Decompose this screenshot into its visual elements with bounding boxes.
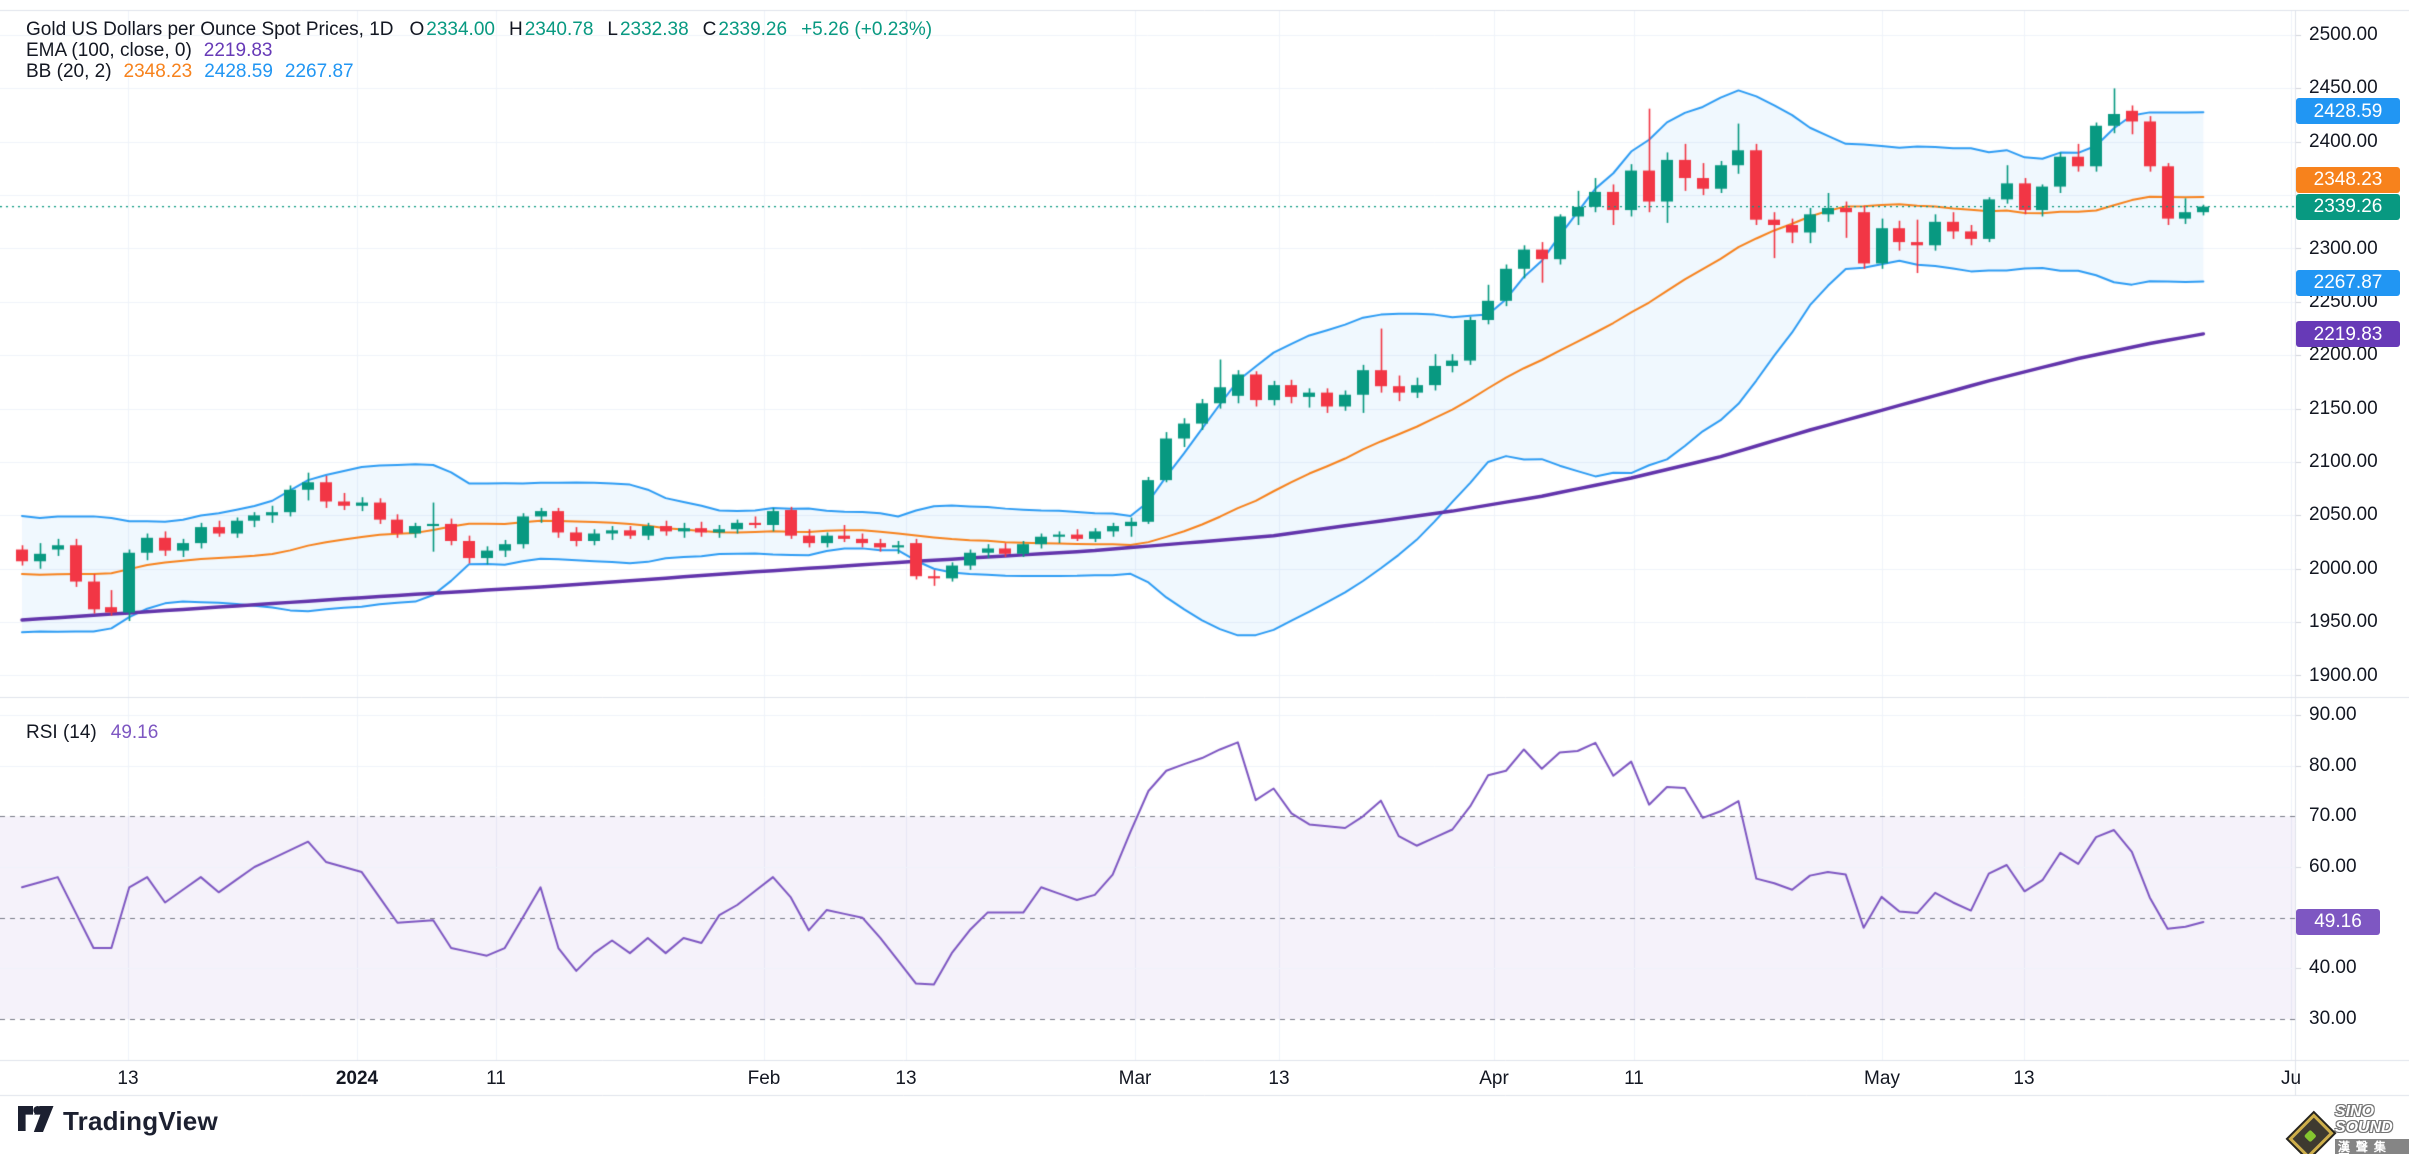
price-axis-label: 2150.00	[2309, 397, 2378, 419]
tradingview-logo[interactable]: TradingView	[18, 1106, 218, 1137]
time-axis-label: 13	[1268, 1068, 1290, 1089]
rsi-badge: 49.16	[2296, 908, 2380, 935]
price-axis-label: 2450.00	[2309, 77, 2378, 99]
ohlc-high: H 2340.78	[508, 18, 594, 40]
ohlc-open: O 2334.00	[409, 18, 495, 40]
ema-badge: 2219.83	[2296, 321, 2400, 348]
tradingview-icon	[18, 1106, 54, 1137]
price-axis-label: 1900.00	[2309, 664, 2378, 686]
bb-lower-badge: 2267.87	[2296, 269, 2400, 296]
price-axis-label: 2100.00	[2309, 451, 2378, 472]
sino-name: SINO SOUND	[2334, 1103, 2393, 1136]
price-axis-label: 2300.00	[2309, 237, 2378, 259]
sino-cn-name: 漢聲集團	[2334, 1139, 2409, 1154]
time-axis-label: May	[1864, 1068, 1900, 1089]
ema-legend-row[interactable]: EMA (100, close, 0) 2219.83	[26, 40, 932, 61]
rsi-axis-label: 60.00	[2309, 856, 2357, 877]
rsi-legend-row[interactable]: RSI (14) 49.16	[26, 722, 158, 743]
bb-upper-badge: 2428.59	[2296, 98, 2400, 125]
ema-value: 2219.83	[203, 39, 273, 61]
rsi-axis-label: 70.00	[2309, 805, 2357, 827]
time-axis-label: 13	[2013, 1068, 2035, 1089]
bb-basis-value: 2348.23	[123, 60, 193, 82]
rsi-legend: RSI (14) 49.16	[26, 722, 158, 743]
price-axis-label: 2250.00	[2309, 290, 2378, 312]
time-axis-label: 2024	[335, 1068, 379, 1089]
bb-upper-value: 2428.59	[204, 60, 273, 82]
ohlc-close: C 2339.26	[702, 18, 788, 40]
rsi-value: 49.16	[110, 721, 159, 743]
time-axis-label: 11	[1624, 1068, 1644, 1089]
ohlc-low: L 2332.38	[607, 18, 689, 40]
price-axis-label: 1950.00	[2309, 611, 2378, 633]
bb-lower-value: 2267.87	[284, 60, 354, 82]
time-axis-label: Mar	[1118, 1068, 1152, 1089]
sino-sound-watermark: SINO SOUND 漢聲集團	[2288, 1103, 2409, 1154]
price-axis-label: 2400.00	[2309, 130, 2378, 152]
main-legend: Gold US Dollars per Ounce Spot Prices, 1…	[26, 19, 932, 82]
price-axis-label: 2000.00	[2309, 557, 2378, 579]
ema-label: EMA (100, close, 0)	[26, 39, 192, 61]
time-axis-label: 11	[486, 1068, 506, 1089]
tradingview-wordmark: TradingView	[63, 1106, 218, 1136]
price-axis-label: 2200.00	[2309, 344, 2378, 366]
price-axis-label: 2050.00	[2309, 504, 2378, 526]
time-axis-label: Ju	[2280, 1068, 2302, 1089]
pane-separator[interactable]	[0, 695, 2409, 700]
time-axis-label: Apr	[1479, 1068, 1509, 1089]
last-price-badge: 2339.26	[2296, 193, 2400, 220]
time-axis-label: 13	[117, 1068, 139, 1089]
bb-basis-badge: 2348.23	[2296, 166, 2400, 193]
bb-label: BB (20, 2)	[26, 60, 112, 82]
rsi-axis-label: 80.00	[2309, 754, 2357, 776]
price-axis-label: 2500.00	[2309, 24, 2378, 45]
rsi-axis-label: 40.00	[2309, 957, 2357, 979]
symbol-title: Gold US Dollars per Ounce Spot Prices, 1…	[26, 18, 394, 40]
symbol-legend-row[interactable]: Gold US Dollars per Ounce Spot Prices, 1…	[26, 19, 932, 40]
time-axis-label: Feb	[747, 1068, 781, 1089]
bb-legend-row[interactable]: BB (20, 2) 2348.23 2428.59 2267.87	[26, 61, 932, 82]
rsi-label: RSI (14)	[26, 721, 97, 743]
time-axis-label: 13	[895, 1068, 917, 1089]
change-value: +5.26 (+0.23%)	[801, 18, 933, 40]
rsi-axis-label: 90.00	[2309, 704, 2357, 725]
rsi-axis-label: 30.00	[2309, 1008, 2357, 1029]
